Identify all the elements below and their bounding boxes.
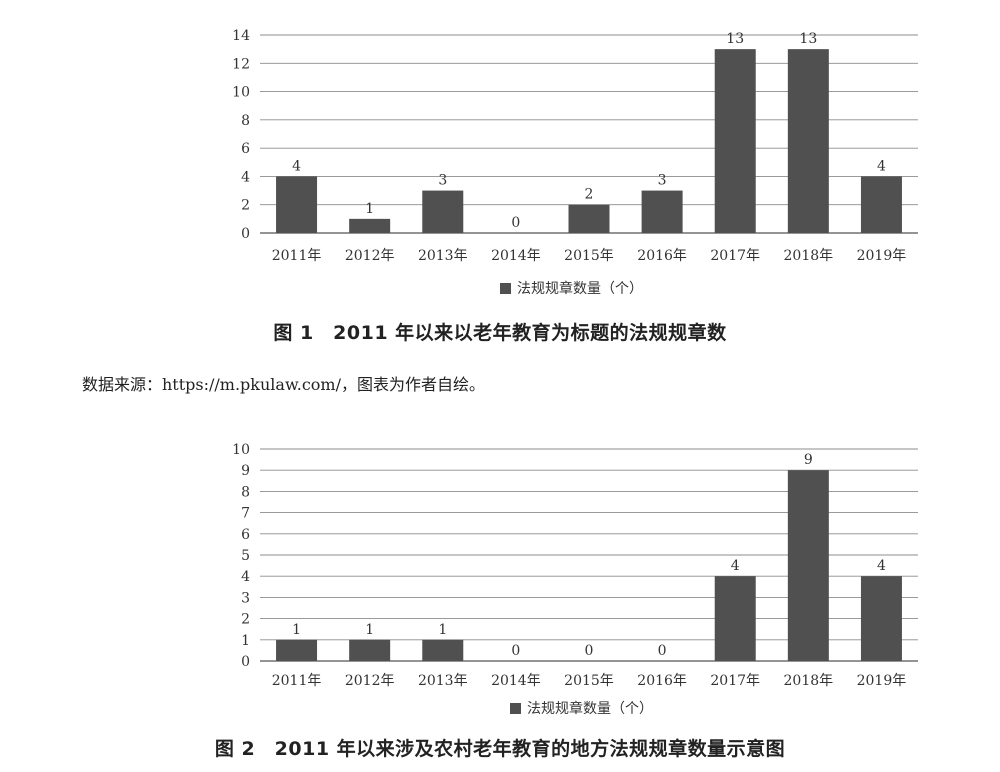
chart-1-y-tick-label: 0 <box>241 226 250 242</box>
chart-2-x-tick-label: 2018年 <box>784 673 834 689</box>
chart-1-y-tick-label: 2 <box>241 198 250 214</box>
chart-2-data-label: 9 <box>804 452 813 468</box>
chart-2: 0 1 2 3 4 5 6 7 8 9 10 1 2011年 1 2012年 1 2013年 0 2014年 0 201… <box>0 430 1000 722</box>
chart-2-y-tick-label: 2 <box>241 612 250 628</box>
chart-1-data-label: 3 <box>438 173 447 189</box>
chart-1: 0 2 4 6 8 10 12 14 4 2011年 1 2012年 3 2013年 0 2014年 2 2015… <box>0 0 1000 310</box>
chart-1-svg: 0 2 4 6 8 10 12 14 4 2011年 1 2012年 3 2013年 0 2014年 2 2015… <box>232 28 918 297</box>
chart-2-data-label: 1 <box>438 622 447 638</box>
chart-2-x-tick-label: 2015年 <box>564 673 614 689</box>
chart-1-x-tick-label: 2018年 <box>784 248 834 264</box>
chart-1-x-tick-label: 2013年 <box>418 248 468 264</box>
chart-2-y-tick-label: 4 <box>241 569 250 585</box>
chart-2-legend-label: 法规规章数量（个） <box>527 700 653 717</box>
chart-1-y-tick-label: 4 <box>241 169 250 185</box>
chart-1-legend-label: 法规规章数量（个） <box>517 280 643 297</box>
chart-2-data-label: 0 <box>511 643 520 659</box>
chart-2-x-tick-label: 2019年 <box>857 673 907 689</box>
chart-2-bar <box>422 639 464 661</box>
chart-1-x-tick-label: 2019年 <box>857 248 907 264</box>
chart-1-x-tick-label: 2017年 <box>710 248 760 264</box>
chart-2-bar <box>714 576 756 661</box>
chart-2-y-tick-label: 10 <box>232 442 250 458</box>
chart-1-bar <box>422 190 464 233</box>
chart-2-y-tick-label: 1 <box>241 633 250 649</box>
chart-2-svg: 0 1 2 3 4 5 6 7 8 9 10 1 2011年 1 2012年 1 2013年 0 2014年 0 201… <box>232 442 918 717</box>
chart-1-data-label: 4 <box>877 158 886 174</box>
chart-2-y-tick-label: 5 <box>241 548 250 564</box>
chart-2-bar <box>276 639 318 661</box>
chart-2-y-tick-label: 3 <box>241 590 250 606</box>
chart-1-bar <box>641 190 683 233</box>
chart-1-x-tick-label: 2012年 <box>345 248 395 264</box>
figure-2-caption: 图 2 2011 年以来涉及农村老年教育的地方法规规章数量示意图 <box>214 738 786 760</box>
chart-1-bar <box>349 218 391 233</box>
chart-2-x-tick-label: 2014年 <box>491 673 541 689</box>
chart-2-bar <box>860 576 902 661</box>
chart-1-x-tick-label: 2016年 <box>637 248 687 264</box>
chart-2-data-label: 1 <box>292 622 301 638</box>
chart-2-x-tick-label: 2016年 <box>637 673 687 689</box>
chart-2-data-label: 1 <box>365 622 374 638</box>
chart-1-bar <box>568 204 610 233</box>
chart-2-x-tick-label: 2012年 <box>345 673 395 689</box>
chart-2-y-tick-label: 7 <box>241 506 250 522</box>
chart-2-x-tick-label: 2013年 <box>418 673 468 689</box>
chart-1-y-tick-label: 8 <box>241 113 250 129</box>
chart-1-y-tick-label: 14 <box>232 28 250 44</box>
chart-2-data-label: 0 <box>585 643 594 659</box>
chart-1-bar <box>714 49 756 234</box>
chart-2-x-tick-label: 2017年 <box>710 673 760 689</box>
chart-1-x-tick-label: 2011年 <box>272 248 322 264</box>
chart-2-y-tick-label: 6 <box>241 527 250 543</box>
chart-1-y-tick-label: 10 <box>232 85 250 101</box>
chart-2-x-tick-label: 2011年 <box>272 673 322 689</box>
chart-2-y-tick-label: 9 <box>241 463 250 479</box>
chart-1-data-label: 13 <box>799 31 817 47</box>
chart-1-bar <box>860 176 902 233</box>
chart-1-bar <box>276 176 318 233</box>
chart-1-data-label: 4 <box>292 158 301 174</box>
chart-1-data-label: 13 <box>726 31 744 47</box>
chart-1-y-tick-label: 6 <box>241 141 250 157</box>
chart-2-y-tick-label: 0 <box>241 654 250 670</box>
chart-2-data-label: 4 <box>877 558 886 574</box>
chart-2-bar <box>349 639 391 661</box>
chart-2-data-label: 4 <box>731 558 740 574</box>
figure-1-caption: 图 1 2011 年以来以老年教育为标题的法规规章数 <box>273 322 727 344</box>
chart-1-y-tick-label: 12 <box>232 56 250 72</box>
chart-1-data-label: 0 <box>511 215 520 231</box>
source-note: 数据来源：https://m.pkulaw.com/，图表为作者自绘。 <box>82 375 485 394</box>
chart-2-legend-swatch <box>510 703 521 714</box>
chart-1-data-label: 1 <box>365 201 374 217</box>
chart-2-y-tick-label: 8 <box>241 484 250 500</box>
chart-2-bar <box>787 470 829 661</box>
chart-1-bar <box>787 49 829 234</box>
chart-2-data-label: 0 <box>658 643 667 659</box>
chart-1-legend-swatch <box>500 283 511 294</box>
chart-1-data-label: 3 <box>658 173 667 189</box>
chart-1-x-tick-label: 2014年 <box>491 248 541 264</box>
chart-1-data-label: 2 <box>585 187 594 203</box>
chart-1-x-tick-label: 2015年 <box>564 248 614 264</box>
